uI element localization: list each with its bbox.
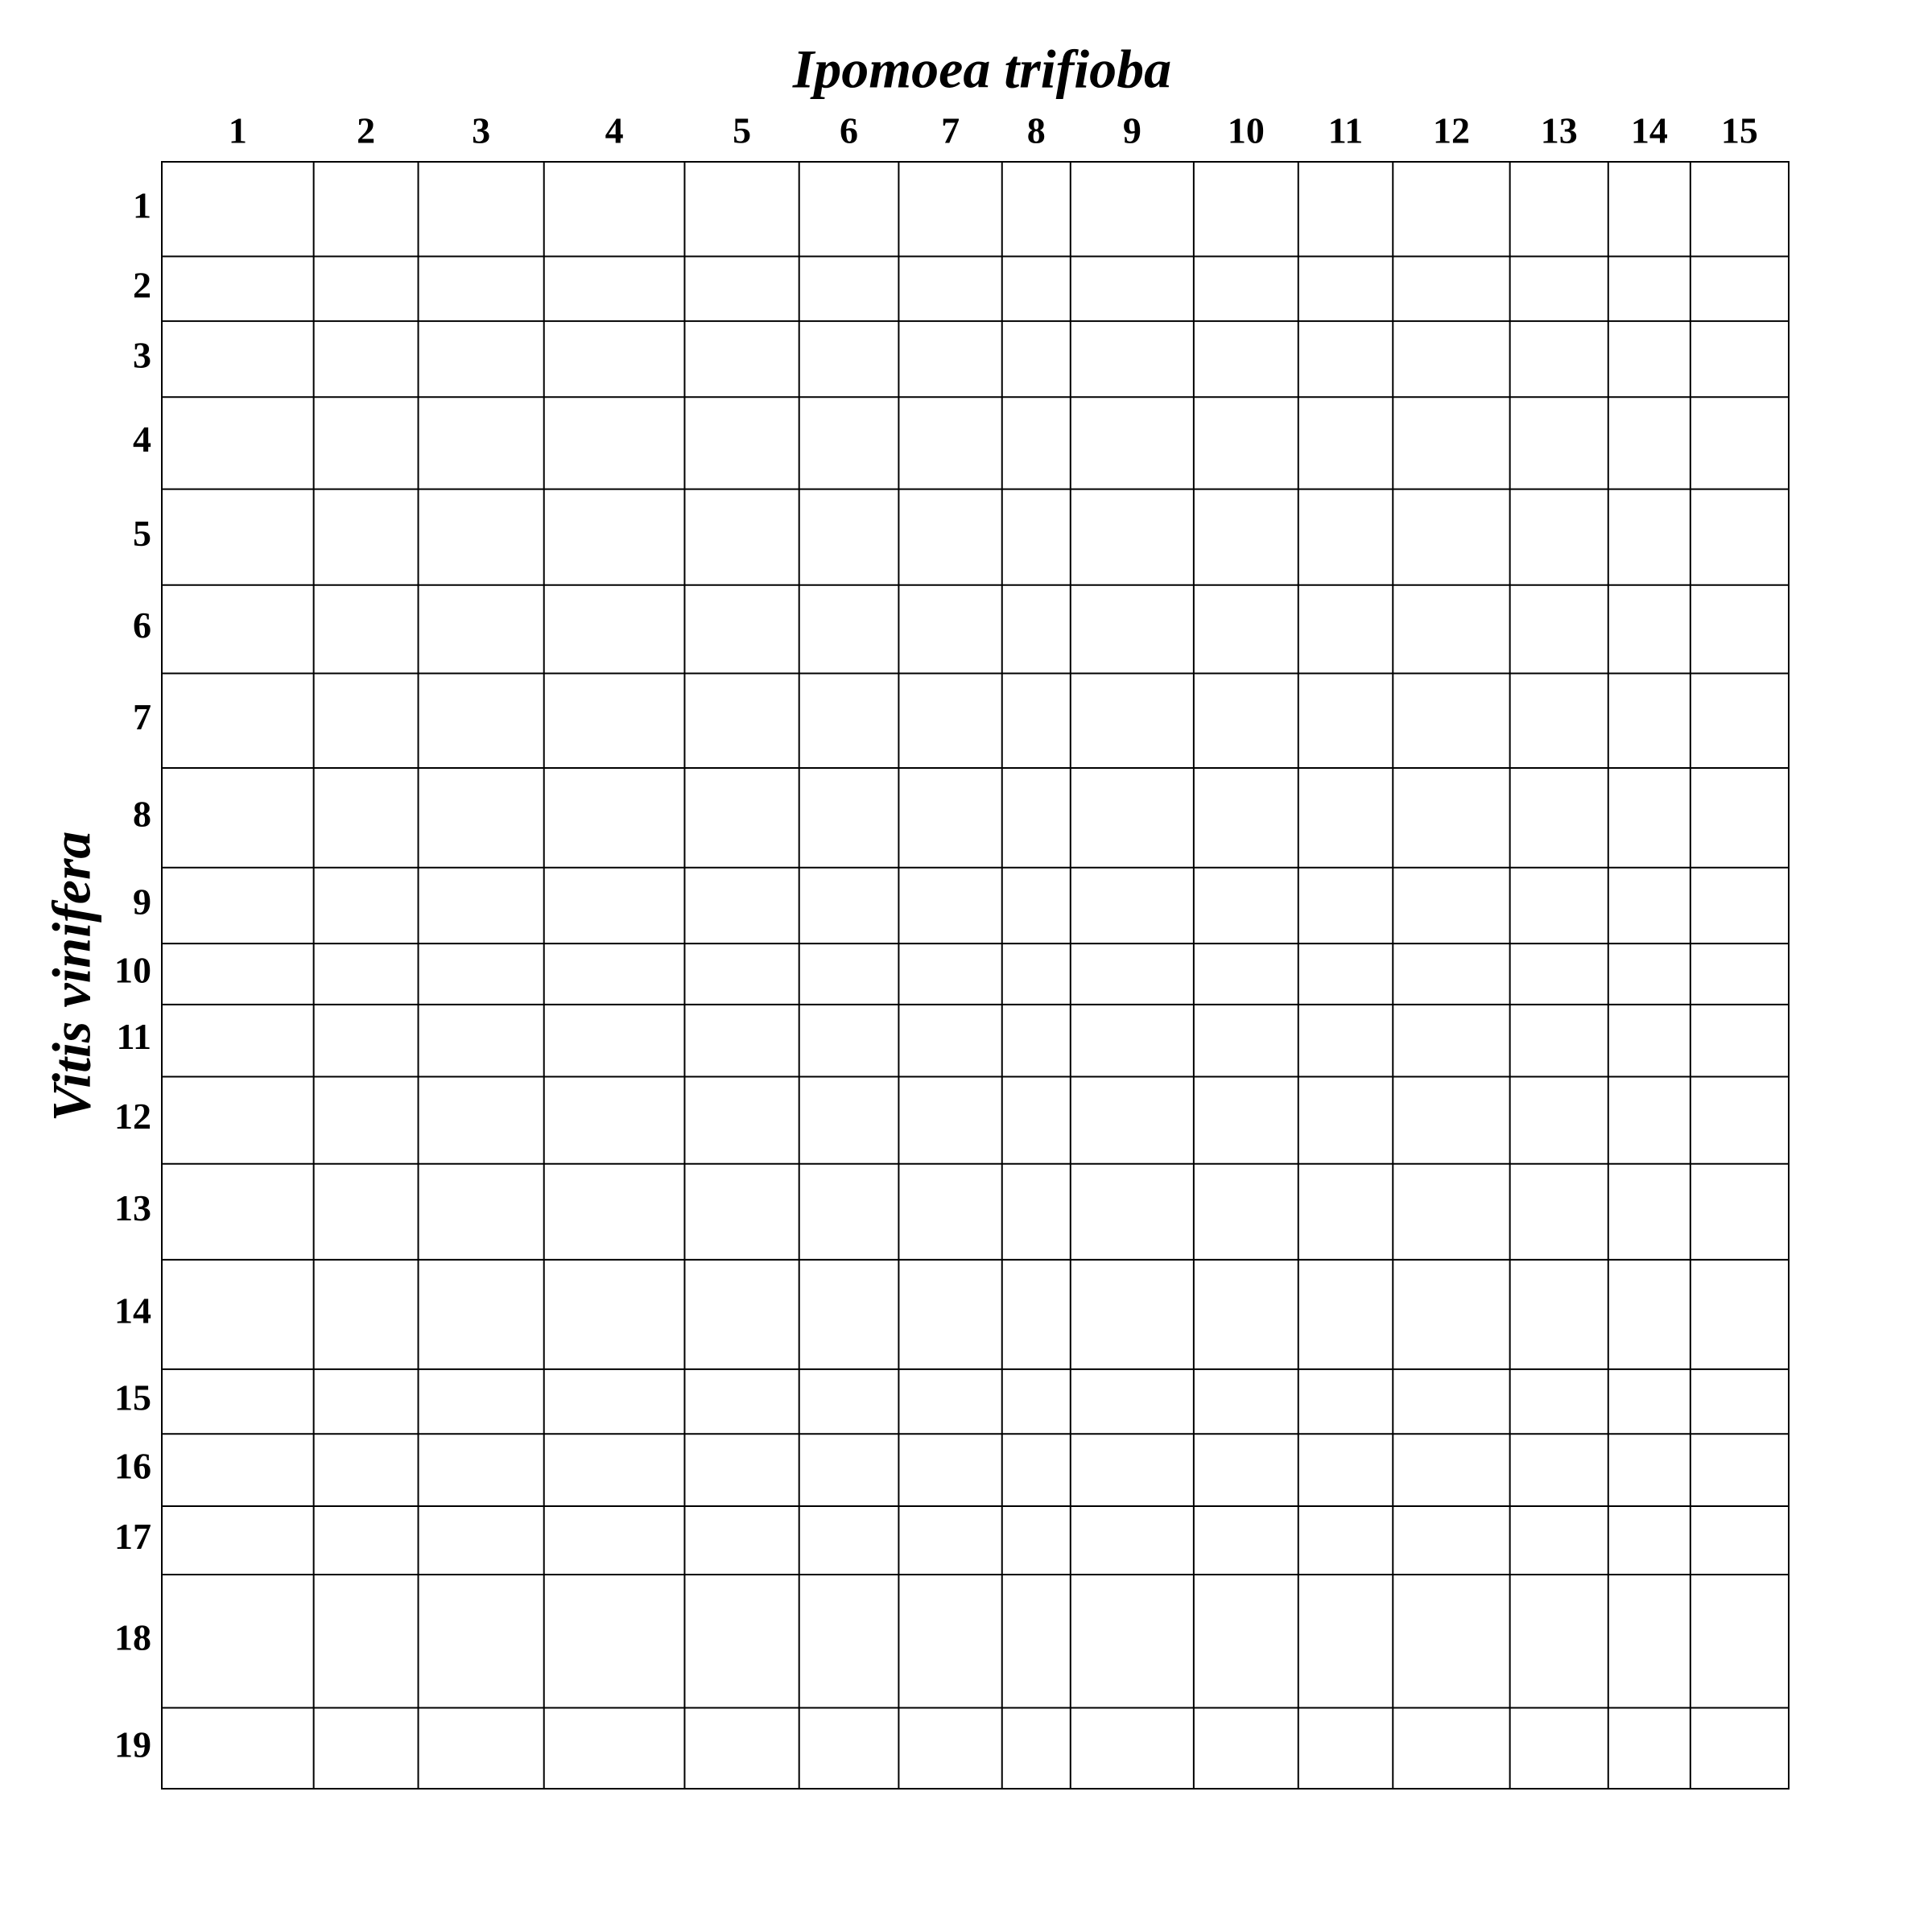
y-tick-label: 15 [114, 1377, 151, 1418]
y-tick-label: 16 [114, 1446, 151, 1487]
y-tick-label: 6 [133, 605, 151, 646]
x-tick-label: 12 [1433, 110, 1470, 151]
y-tick-label: 19 [114, 1724, 151, 1765]
y-tick-label: 1 [133, 184, 151, 225]
y-tick-label: 4 [133, 419, 151, 460]
plot-frame [161, 161, 1790, 1790]
chart-title: Ipomoea trifioba [792, 39, 1171, 100]
y-tick-label: 18 [114, 1616, 151, 1657]
y-tick-label: 10 [114, 950, 151, 991]
x-tick-label: 4 [605, 110, 624, 151]
y-tick-label: 8 [133, 793, 151, 834]
y-tick-label: 3 [133, 335, 151, 376]
y-tick-label: 5 [133, 513, 151, 554]
x-tick-label: 8 [1027, 110, 1046, 151]
y-tick-label: 7 [133, 696, 151, 737]
x-tick-label: 9 [1123, 110, 1141, 151]
x-tick-label: 10 [1228, 110, 1265, 151]
x-tick-label: 3 [472, 110, 490, 151]
x-tick-label: 14 [1631, 110, 1668, 151]
x-tick-label: 2 [357, 110, 375, 151]
x-tick-label: 6 [840, 110, 858, 151]
x-tick-label: 15 [1721, 110, 1758, 151]
y-tick-label: 13 [114, 1187, 151, 1228]
x-tick-label: 1 [229, 110, 247, 151]
y-axis-title: Vitis vinifera [41, 832, 102, 1122]
y-tick-label: 11 [117, 1016, 151, 1057]
y-tick-label: 9 [133, 881, 151, 922]
x-tick-label: 5 [733, 110, 751, 151]
y-tick-label: 12 [114, 1096, 151, 1137]
y-tick-label: 2 [133, 264, 151, 305]
y-tick-label: 17 [114, 1516, 151, 1557]
x-tick-label: 7 [941, 110, 960, 151]
x-tick-label: 11 [1328, 110, 1363, 151]
x-tick-label: 13 [1541, 110, 1578, 151]
y-tick-label: 14 [114, 1290, 151, 1331]
